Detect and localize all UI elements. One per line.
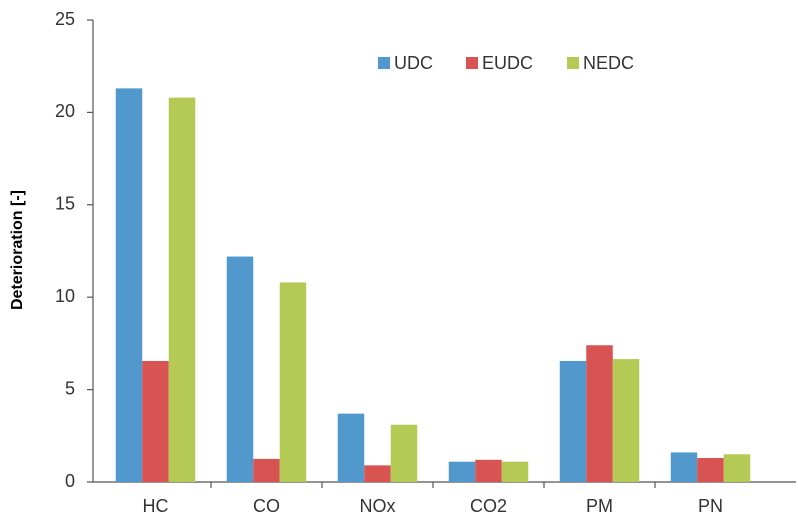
x-tick-label: PN: [698, 496, 723, 516]
bar: [142, 360, 169, 482]
x-tick-label: CO: [253, 496, 280, 516]
bar: [253, 458, 280, 482]
bar: [390, 424, 418, 482]
bar: [501, 461, 529, 482]
legend-label: NEDC: [583, 53, 634, 73]
bar: [612, 359, 640, 482]
bar: [670, 452, 698, 482]
bar: [697, 457, 724, 482]
bar: [559, 360, 587, 482]
bar: [279, 282, 307, 482]
bar: [448, 461, 476, 482]
y-axis-label: Deterioration [-]: [9, 190, 26, 310]
y-tick-label: 25: [55, 9, 75, 29]
legend-label: EUDC: [482, 53, 533, 73]
y-tick-label: 20: [55, 101, 75, 121]
bar: [586, 345, 613, 482]
bar: [475, 459, 502, 482]
bar: [723, 454, 751, 482]
bar: [168, 97, 196, 482]
x-tick-label: CO2: [470, 496, 507, 516]
y-tick-label: 15: [55, 194, 75, 214]
bar: [226, 256, 254, 482]
legend-label: UDC: [394, 53, 433, 73]
legend-swatch: [466, 57, 478, 69]
y-tick-label: 5: [65, 378, 75, 398]
bar: [115, 88, 143, 482]
y-tick-label: 0: [65, 471, 75, 491]
legend-swatch: [378, 57, 390, 69]
bar: [337, 413, 365, 482]
y-tick-label: 10: [55, 286, 75, 306]
legend-swatch: [567, 57, 579, 69]
bar: [364, 465, 391, 482]
x-tick-label: NOx: [360, 496, 396, 516]
x-tick-label: HC: [143, 496, 169, 516]
x-tick-label: PM: [586, 496, 613, 516]
